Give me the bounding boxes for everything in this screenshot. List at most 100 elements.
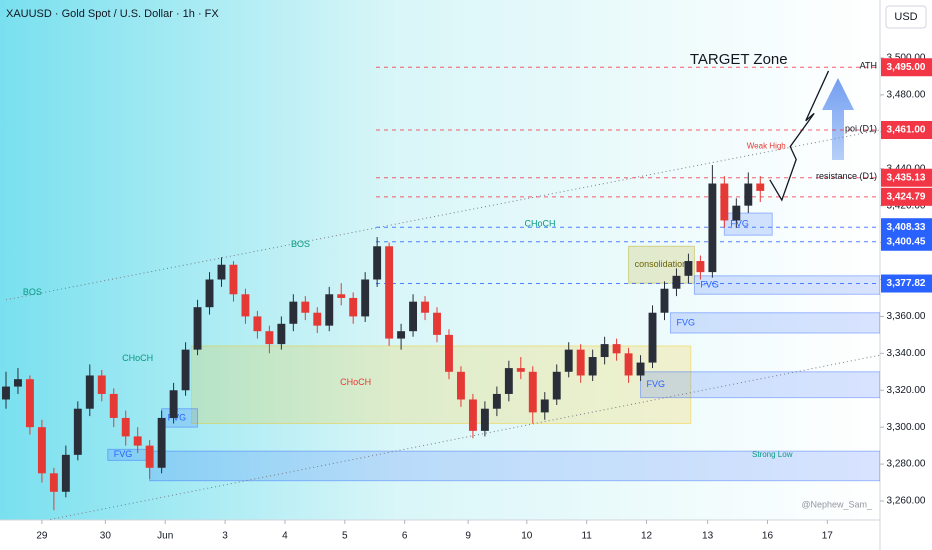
level-note: ATH bbox=[860, 61, 877, 71]
watermark: @Nephew_Sam_ bbox=[801, 499, 873, 509]
currency-box[interactable] bbox=[885, 5, 927, 29]
candle-body bbox=[492, 393, 501, 409]
candle-body bbox=[445, 334, 453, 372]
projection-path bbox=[769, 70, 830, 202]
candle-body bbox=[73, 408, 82, 455]
x-tick-label: 11 bbox=[581, 531, 592, 542]
candle-body bbox=[588, 357, 597, 376]
candle-body bbox=[433, 312, 441, 335]
price-label-box bbox=[881, 120, 932, 139]
y-tick-label: 3,320.00 bbox=[887, 385, 926, 396]
candle-body bbox=[660, 288, 669, 313]
candle-body bbox=[744, 183, 753, 206]
candle-body bbox=[2, 386, 10, 400]
candle-body bbox=[421, 301, 429, 313]
candle-body bbox=[229, 264, 238, 295]
x-tick-label: 4 bbox=[282, 531, 288, 542]
candle-body bbox=[217, 264, 226, 280]
candle-body bbox=[540, 399, 549, 413]
currency[interactable]: USD bbox=[894, 11, 917, 23]
candle-body bbox=[97, 375, 106, 394]
candle-body bbox=[720, 183, 729, 221]
price-label-box bbox=[881, 168, 932, 187]
price-label: 3,461.00 bbox=[887, 125, 926, 136]
annotation: CHoCH bbox=[524, 219, 555, 229]
overlay: ATH poi (D1) resistance (D1) BOS CHoCH CHoCH B… bbox=[23, 51, 877, 459]
level-note: resistance (D1) bbox=[816, 171, 877, 181]
candle-body bbox=[265, 331, 274, 345]
x-tick-label: 16 bbox=[762, 531, 774, 542]
trend-line bbox=[50, 354, 880, 520]
price-label: 3,408.33 bbox=[887, 222, 926, 233]
candle-body bbox=[564, 349, 573, 372]
price-label-box bbox=[881, 187, 932, 206]
candle-body bbox=[145, 445, 154, 468]
candle-body bbox=[528, 371, 537, 413]
candle-body bbox=[648, 312, 657, 363]
candle-body bbox=[576, 349, 585, 376]
annotation: Strong Low bbox=[752, 450, 793, 459]
candle-body bbox=[373, 246, 382, 280]
candle-body bbox=[468, 399, 477, 431]
zone-label: FVG bbox=[676, 317, 695, 327]
target-arrow bbox=[822, 78, 854, 160]
target-label: TARGET Zone bbox=[690, 51, 788, 68]
x-tick-label: 5 bbox=[342, 531, 348, 542]
x-tick-label: 3 bbox=[222, 531, 228, 542]
candle-body bbox=[277, 323, 286, 345]
candle-body bbox=[37, 427, 46, 474]
candle-body bbox=[385, 246, 394, 339]
candle-body bbox=[193, 307, 202, 350]
candle-body bbox=[289, 301, 298, 324]
price-label: 3,377.82 bbox=[887, 278, 926, 289]
x-tick-label: 13 bbox=[702, 531, 714, 542]
candle-body bbox=[253, 316, 262, 332]
annotation: Weak High bbox=[747, 142, 786, 151]
annotation: BOS bbox=[291, 239, 310, 249]
candle-body bbox=[480, 408, 489, 431]
trend-line bbox=[5, 129, 880, 301]
time-axis bbox=[0, 520, 880, 550]
zone-label: FVG bbox=[114, 449, 133, 459]
price-label-box bbox=[881, 232, 932, 251]
y-tick-label: 3,280.00 bbox=[887, 459, 926, 470]
candle-body bbox=[624, 353, 633, 376]
candle-body bbox=[301, 301, 310, 313]
x-tick-label: 30 bbox=[100, 531, 112, 542]
zone-label: FVG bbox=[730, 219, 749, 229]
x-tick-label: 12 bbox=[641, 531, 653, 542]
candle-body bbox=[552, 371, 561, 400]
candle-body bbox=[636, 362, 645, 376]
x-tick-label: 9 bbox=[465, 531, 471, 542]
annotation: BOS bbox=[23, 287, 42, 297]
candle-body bbox=[85, 375, 94, 409]
x-tick-label: 29 bbox=[36, 531, 48, 542]
zone bbox=[191, 345, 692, 424]
candle-body bbox=[696, 261, 705, 273]
annotation: CHoCH bbox=[122, 353, 153, 363]
zone-label: FVG bbox=[700, 279, 719, 289]
annotation: CHoCH bbox=[340, 377, 371, 387]
candle-body bbox=[397, 331, 406, 339]
candle-body bbox=[25, 379, 34, 428]
zone-label: FVG bbox=[647, 379, 666, 389]
candle-body bbox=[205, 279, 214, 308]
candle-body bbox=[349, 297, 358, 317]
price-label-box bbox=[881, 58, 932, 77]
level-note: poi (D1) bbox=[845, 123, 877, 133]
candle-body bbox=[61, 454, 70, 492]
x-tick-label: Jun bbox=[157, 531, 173, 542]
candle-body bbox=[708, 183, 717, 273]
candle-body bbox=[361, 279, 370, 317]
candle-body bbox=[732, 205, 741, 221]
y-tick-label: 3,260.00 bbox=[887, 496, 926, 507]
zone-label: consolidation bbox=[635, 259, 688, 269]
candle-body bbox=[325, 294, 334, 326]
x-tick-label: 17 bbox=[822, 531, 834, 542]
candle-body bbox=[313, 312, 322, 326]
candle-body bbox=[121, 417, 130, 437]
candle-body bbox=[612, 344, 621, 354]
plot-background bbox=[0, 0, 880, 520]
candle-body bbox=[756, 183, 765, 191]
